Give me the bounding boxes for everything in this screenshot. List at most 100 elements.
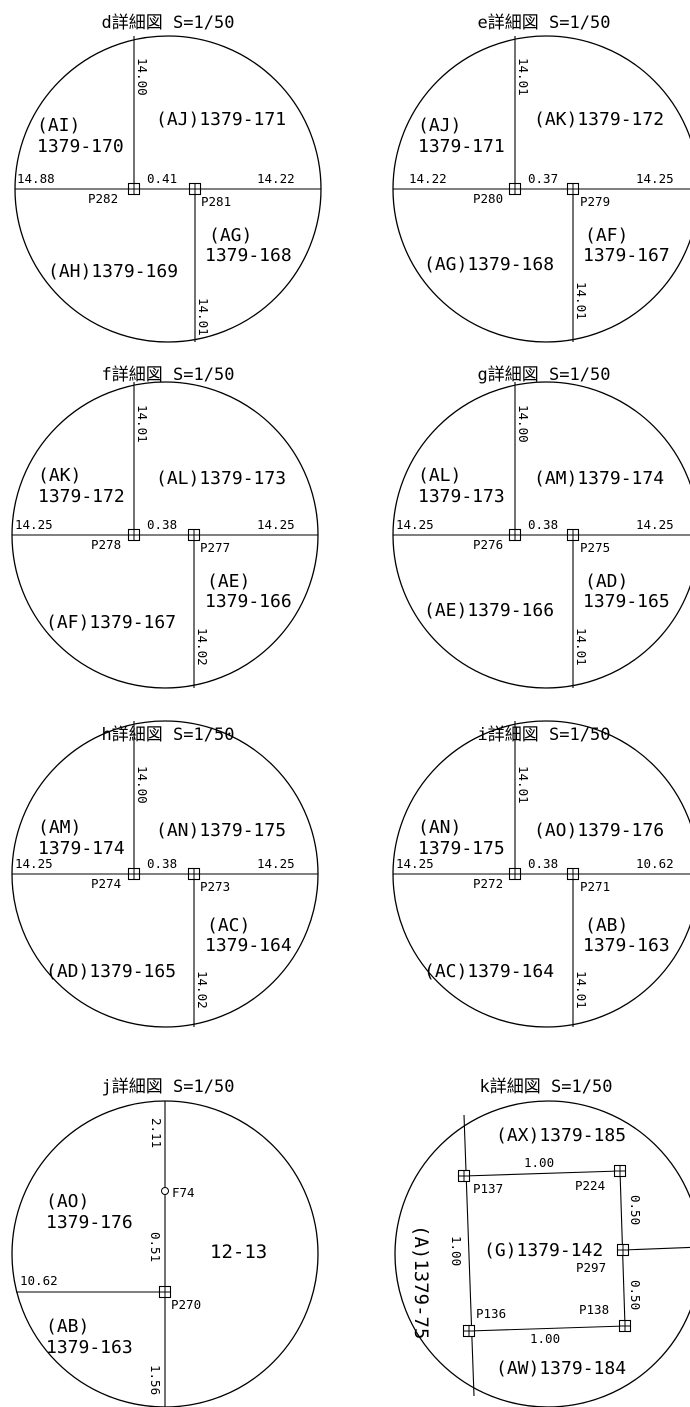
boundary-line xyxy=(463,1114,475,1397)
dimension-bottom: 1.00 xyxy=(530,1331,560,1346)
dimension-middle: 0.38 xyxy=(528,856,558,871)
point-label-right: P279 xyxy=(580,194,610,209)
detail-i: i詳細図 S=1/50 14.01 14.25 0.38 10.62 14.01… xyxy=(392,720,690,1028)
dimension-right: 14.25 xyxy=(636,171,674,186)
point-label-p297: P297 xyxy=(576,1260,606,1275)
point-label-f74: F74 xyxy=(172,1185,195,1200)
parcel-label: 1379-164 xyxy=(205,935,292,956)
point-label-left: P282 xyxy=(88,191,118,206)
boundary-point-marker xyxy=(613,1164,627,1178)
boundary-point-marker xyxy=(127,182,141,196)
parcel-label: 1379-173 xyxy=(418,486,505,507)
parcel-label: (AK)1379-172 xyxy=(534,109,664,130)
dimension-bottom: 14.01 xyxy=(574,971,589,1009)
point-label-p270: P270 xyxy=(171,1297,201,1312)
boundary-line xyxy=(463,1170,621,1177)
detail-d: d詳細図 S=1/50 14.00 14.88 0.41 14.22 14.01… xyxy=(14,13,322,343)
parcel-label: (AC)1379-164 xyxy=(424,961,554,982)
dimension-left: 14.25 xyxy=(396,517,434,532)
dimension-left: 14.25 xyxy=(396,856,434,871)
point-label-right: P273 xyxy=(200,879,230,894)
parcel-label: (AL)1379-173 xyxy=(156,468,286,489)
parcel-label: (AN) xyxy=(418,817,461,838)
dimension-left: 10.62 xyxy=(20,1273,58,1288)
dimension-middle: 0.41 xyxy=(147,171,177,186)
dimension-left: 14.25 xyxy=(15,856,53,871)
parcel-label: (AJ) xyxy=(418,115,461,136)
boundary-point-marker xyxy=(566,182,580,196)
dimension-middle: 0.38 xyxy=(147,856,177,871)
dimension-right-top: 0.50 xyxy=(628,1195,643,1225)
boundary-point-marker xyxy=(457,1169,471,1183)
parcel-label: (AH)1379-169 xyxy=(48,261,178,282)
parcel-label: 1379-170 xyxy=(37,136,124,157)
parcel-label: 1379-174 xyxy=(38,838,125,859)
parcel-label: 1379-171 xyxy=(418,136,505,157)
parcel-label: (AB) xyxy=(46,1316,89,1337)
parcel-label: 12-13 xyxy=(210,1241,267,1263)
boundary-point-marker xyxy=(616,1243,630,1257)
dimension-top: 1.00 xyxy=(524,1155,554,1170)
parcel-label: 1379-163 xyxy=(46,1337,133,1358)
boundary-point-marker xyxy=(127,528,141,542)
point-label-right: P277 xyxy=(200,540,230,555)
parcel-label: 1379-172 xyxy=(38,486,125,507)
detail-title: g詳細図 S=1/50 xyxy=(478,365,611,385)
dimension-top: 14.00 xyxy=(135,766,150,804)
parcel-label: 1379-165 xyxy=(583,591,670,612)
point-label-p136: P136 xyxy=(476,1306,506,1321)
detail-title: f詳細図 S=1/50 xyxy=(102,365,235,385)
dimension-top: 2.11 xyxy=(149,1118,164,1148)
parcel-label: 1379-175 xyxy=(418,838,505,859)
reference-point-marker xyxy=(161,1187,169,1195)
point-label-right: P271 xyxy=(580,879,610,894)
detail-title: i詳細図 S=1/50 xyxy=(478,725,611,745)
parcel-label: (AM) xyxy=(38,817,81,838)
boundary-point-marker xyxy=(508,182,522,196)
dimension-bottom: 14.01 xyxy=(574,628,589,666)
dimension-right: 14.25 xyxy=(636,517,674,532)
dimension-middle: 0.37 xyxy=(528,171,558,186)
dimension-bottom: 14.02 xyxy=(195,628,210,666)
dimension-left: 14.22 xyxy=(409,171,447,186)
dimension-right: 14.25 xyxy=(257,856,295,871)
parcel-label: (AM)1379-174 xyxy=(534,468,664,489)
detail-j: j詳細図 S=1/50 2.11 0.51 10.62 1.56 F74 P27… xyxy=(11,1077,319,1407)
detail-circle xyxy=(394,1100,690,1407)
boundary-point-marker xyxy=(187,528,201,542)
dimension-middle: 0.38 xyxy=(147,517,177,532)
parcel-label: (AD) xyxy=(585,571,628,592)
parcel-label: 1379-176 xyxy=(46,1212,133,1233)
parcel-label: (AI) xyxy=(37,115,80,136)
point-label-right: P281 xyxy=(201,194,231,209)
parcel-label: (AF)1379-167 xyxy=(46,612,176,633)
dimension-right: 14.25 xyxy=(257,517,295,532)
boundary-point-marker xyxy=(508,867,522,881)
dimension-bottom: 14.01 xyxy=(574,282,589,320)
point-label-left: P280 xyxy=(473,191,503,206)
dimension-top: 14.01 xyxy=(135,405,150,443)
detail-k: k詳細図 S=1/50 (AX)1379-185 1.00 P137 P224 … xyxy=(394,1077,690,1407)
dimension-middle: 0.38 xyxy=(528,517,558,532)
detail-g: g詳細図 S=1/50 14.00 14.25 0.38 14.25 14.01… xyxy=(392,365,690,689)
parcel-label: (AL) xyxy=(418,465,461,486)
parcel-label: 1379-163 xyxy=(583,935,670,956)
dimension-middle: 0.51 xyxy=(148,1232,163,1262)
parcel-label: (A)1379-75 xyxy=(410,1225,432,1339)
parcel-label: (AX)1379-185 xyxy=(496,1125,626,1146)
point-label-p224: P224 xyxy=(575,1178,605,1193)
boundary-point-marker xyxy=(187,867,201,881)
parcel-label: (G)1379-142 xyxy=(484,1240,603,1261)
parcel-label: (AO)1379-176 xyxy=(534,820,664,841)
point-label-left: P272 xyxy=(473,876,503,891)
boundary-line xyxy=(622,1246,690,1251)
point-label-left: P274 xyxy=(91,876,121,891)
boundary-point-marker xyxy=(566,528,580,542)
parcel-label: (AE) xyxy=(207,571,250,592)
point-label-left: P278 xyxy=(91,537,121,552)
dimension-top: 14.00 xyxy=(516,405,531,443)
parcel-label: (AD)1379-165 xyxy=(46,961,176,982)
parcel-label: 1379-168 xyxy=(205,245,292,266)
dimension-bottom: 14.01 xyxy=(196,298,211,336)
